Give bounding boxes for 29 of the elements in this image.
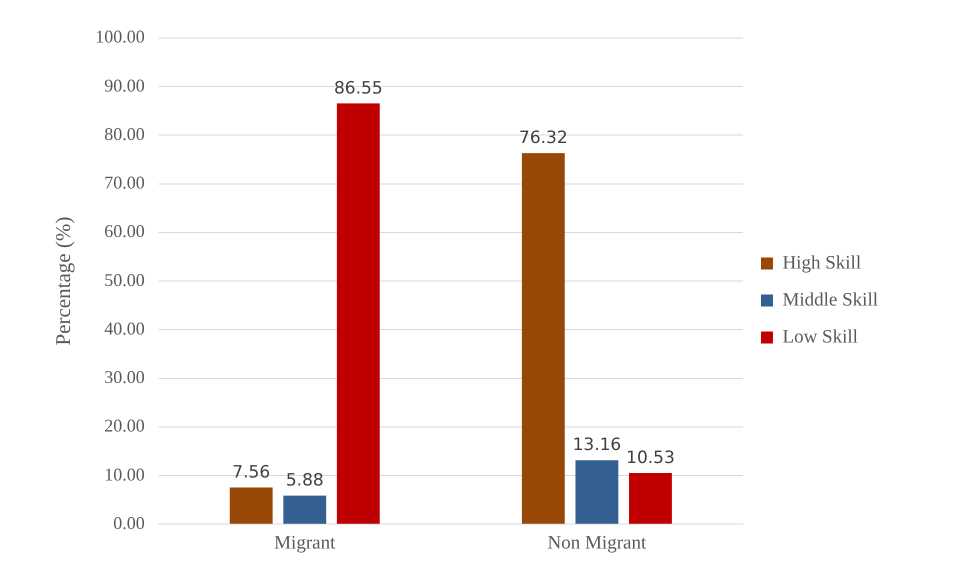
bar xyxy=(522,153,565,524)
y-tick-label: 50.00 xyxy=(104,270,145,290)
data-label: 7.56 xyxy=(232,462,270,482)
legend-label: Low Skill xyxy=(782,326,858,348)
bar xyxy=(283,496,326,524)
y-tick-label: 100.00 xyxy=(95,26,145,47)
bar xyxy=(575,460,618,524)
data-label: 10.53 xyxy=(626,448,675,468)
y-tick-label: 90.00 xyxy=(104,75,145,96)
bar xyxy=(336,103,380,524)
x-tick-label: Migrant xyxy=(274,532,336,554)
y-tick-label: 30.00 xyxy=(104,367,145,388)
data-label: 5.88 xyxy=(286,470,324,491)
y-tick-label: 80.00 xyxy=(104,124,145,144)
y-tick-label: 70.00 xyxy=(104,172,145,193)
data-label: 86.55 xyxy=(334,78,383,98)
data-label: 13.16 xyxy=(572,435,622,456)
y-tick-label: 60.00 xyxy=(104,221,145,242)
legend-label: High Skill xyxy=(782,252,862,274)
y-tick-label: 40.00 xyxy=(104,318,145,338)
y-tick-label: 10.00 xyxy=(104,464,145,484)
data-label: 76.32 xyxy=(519,128,568,148)
x-tick-label: Non Migrant xyxy=(548,532,647,554)
y-tick-label: 20.00 xyxy=(104,416,145,436)
bar xyxy=(230,487,273,524)
bar xyxy=(629,473,672,524)
legend-label: Middle Skill xyxy=(782,289,878,310)
y-axis-title: Percentage (%) xyxy=(51,216,76,346)
y-tick-label: 0.00 xyxy=(113,512,145,533)
